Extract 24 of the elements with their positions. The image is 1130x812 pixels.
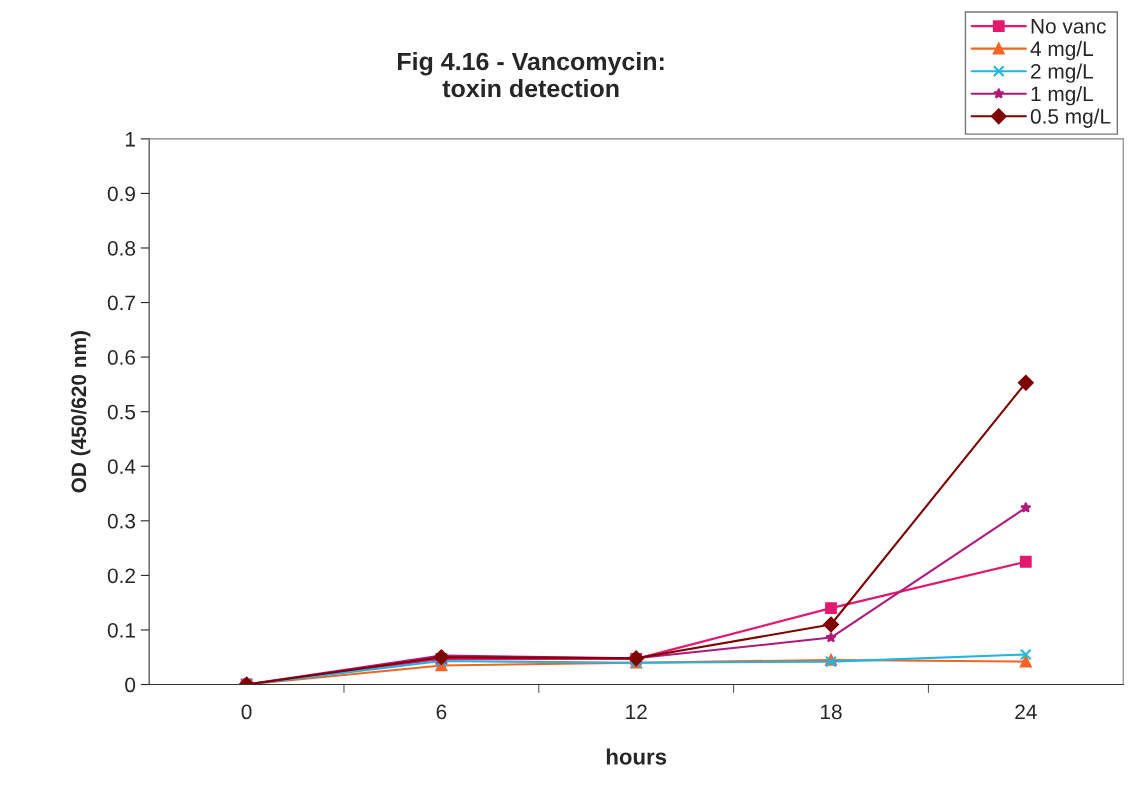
x-tick-label: 18	[821, 704, 842, 720]
x-tick-label: 12	[626, 704, 647, 720]
y-tick-label: 0.7	[107, 295, 135, 311]
y-tick-label: 0.5	[107, 404, 136, 420]
x-tick-label: 24	[1015, 704, 1037, 720]
x-axis-title: hours	[606, 748, 667, 765]
y-tick-label: 0.8	[107, 240, 136, 256]
legend-label: 1 mg/L	[1031, 85, 1094, 106]
y-tick-label: 0	[125, 677, 136, 693]
y-tick-label: 0.3	[107, 513, 136, 529]
y-tick-label: 0.9	[107, 186, 135, 202]
x-tick-label: 6	[436, 704, 447, 720]
legend-label: 4 mg/L	[1030, 40, 1094, 61]
y-tick-label: 1	[125, 132, 135, 147]
legend-label: 2 mg/L	[1031, 63, 1094, 83]
legend-label: No vanc	[1031, 19, 1106, 34]
y-axis-title: OD (450/620 nm)	[70, 331, 91, 493]
y-tick-label: 0.1	[107, 622, 135, 638]
y-tick-label: 0.2	[107, 568, 135, 584]
y-tick-label: 0.6	[107, 350, 136, 365]
chart-title: Fig 4.16 - Vancomycin: toxin detection	[398, 51, 664, 98]
legend-label: 0.5 mg/L	[1030, 108, 1111, 128]
y-tick-label: 0.4	[107, 459, 136, 474]
x-tick-label: 0	[241, 704, 252, 720]
